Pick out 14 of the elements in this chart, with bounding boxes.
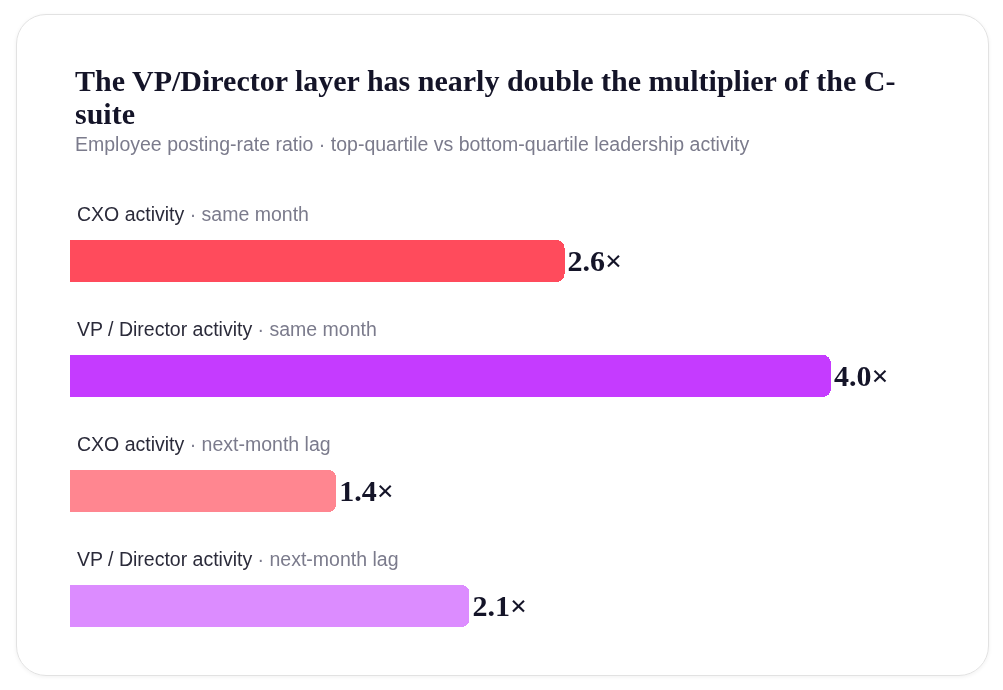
- bar: [70, 584, 470, 627]
- data-label: 2.6×: [567, 244, 623, 278]
- data-label: 4.0×: [833, 359, 889, 393]
- data-label: 1.4×: [339, 474, 394, 508]
- bar: [70, 354, 831, 397]
- bar: [70, 469, 337, 512]
- y-tick-label: CXO activity · next-month lag: [77, 433, 331, 455]
- bar: [70, 239, 565, 282]
- data-label: 2.1×: [472, 589, 528, 623]
- chart-subtitle: Employee posting-rate ratio · top-quartile vs bottom-quartile leadership activity: [75, 133, 751, 156]
- chart-title: The VP/Director layer has nearly double the multiplier of the C-suite: [75, 64, 897, 130]
- y-tick-label: VP / Director activity · same month: [77, 318, 377, 340]
- y-tick-label: VP / Director activity · next-month lag: [77, 548, 399, 570]
- y-tick-label: CXO activity · same month: [77, 203, 309, 225]
